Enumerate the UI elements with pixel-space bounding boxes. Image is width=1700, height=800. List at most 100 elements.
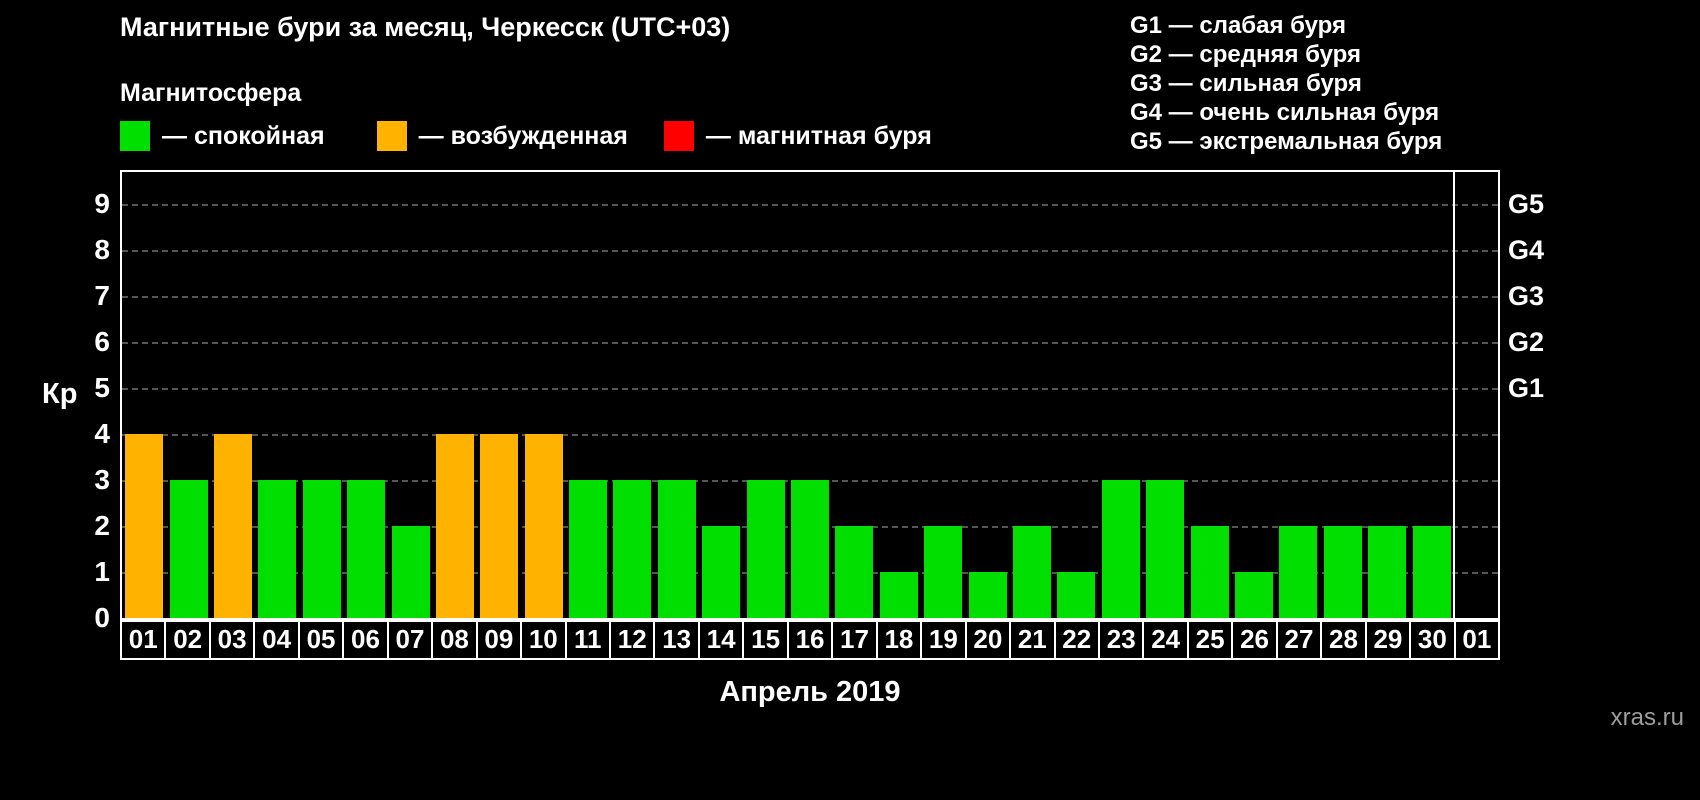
kp-bar-day-08 (435, 434, 474, 618)
g-legend-line: G2 — средняя буря (1130, 41, 1361, 68)
bar-slot-3 (211, 172, 255, 618)
kp-bar-day-26 (1234, 572, 1273, 618)
kp-bar-day-15 (746, 480, 785, 618)
y-tick-label-9: 9 (94, 188, 110, 219)
bar-slot-23 (1099, 172, 1143, 618)
x-day-label-14: 14 (697, 620, 745, 660)
x-axis-title: Апрель 2019 (719, 676, 901, 708)
kp-bar-day-22 (1057, 572, 1096, 618)
bar-slot-26 (1232, 172, 1276, 618)
g-tick-label-G1: G1 (1508, 373, 1545, 403)
kp-bar-day-28 (1323, 526, 1362, 618)
kp-bar-day-10 (524, 434, 563, 618)
y-tick-label-3: 3 (94, 464, 110, 495)
bar-slot-19 (921, 172, 965, 618)
g-legend-line: G1 — слабая буря (1130, 12, 1347, 39)
legend-label: — спокойная (162, 121, 325, 150)
kp-bar-day-25 (1190, 526, 1229, 618)
bar-slot-2 (166, 172, 210, 618)
bar-slot-30 (1409, 172, 1453, 618)
bar-slot-18 (877, 172, 921, 618)
y-tick-label-2: 2 (94, 510, 110, 541)
magnetosphere-legend-heading: Магнитосфера (120, 79, 302, 107)
kp-bar-day-01 (125, 434, 164, 618)
kp-bar-day-13 (657, 480, 696, 618)
x-day-label-17: 17 (831, 620, 878, 660)
x-day-label-12: 12 (608, 620, 656, 660)
bar-slot-4 (255, 172, 299, 618)
x-day-label-29: 29 (1364, 620, 1412, 660)
kp-bar-day-21 (1013, 526, 1051, 618)
bar-slot-9 (477, 172, 521, 618)
bar-slot-5 (300, 172, 344, 618)
chart-title: Магнитные бури за месяц, Черкесск (UTC+0… (120, 12, 731, 42)
gridline-kp-5 (122, 388, 1498, 390)
y-tick-label-6: 6 (94, 326, 110, 357)
bar-slot-21 (1010, 172, 1054, 618)
legend-item-quiet: — спокойная (120, 121, 325, 151)
legend-swatch-storm (663, 121, 694, 151)
kp-bar-day-29 (1368, 526, 1407, 618)
x-day-label-13: 13 (653, 620, 700, 660)
bar-slot-1 (122, 172, 166, 618)
bar-slot-8 (433, 172, 477, 618)
x-day-label-8: 08 (431, 620, 478, 660)
y-axis-title: Кр (42, 378, 78, 410)
x-day-label-28: 28 (1320, 620, 1367, 660)
y-tick-label-7: 7 (94, 280, 110, 311)
kp-bar-day-23 (1101, 480, 1140, 618)
bar-slot-31 (1454, 172, 1498, 618)
y-tick-label-1: 1 (94, 556, 110, 587)
g-scale-legend: G1 — слабая буря G2 — средняя буря G3 — си… (1130, 11, 1442, 156)
bar-slot-28 (1321, 172, 1365, 618)
kp-bar-day-05 (302, 480, 341, 618)
watermark: xras.ru (1610, 704, 1684, 731)
kp-bar-day-17 (835, 526, 874, 618)
kp-bar-day-24 (1146, 480, 1185, 618)
gridline-kp-6 (122, 342, 1498, 344)
x-day-label-22: 22 (1053, 620, 1100, 660)
g-tick-label-G2: G2 (1508, 327, 1545, 357)
y-axis: 0 1 2 3 4 5 6 7 8 9 (0, 170, 110, 633)
x-day-label-31: 01 (1453, 620, 1501, 660)
plot-area (120, 170, 1500, 620)
right-axis-g-scale: G1 G2 G3 G4 G5 (1508, 170, 1598, 620)
bar-slot-11 (566, 172, 610, 618)
kp-bar-day-27 (1279, 526, 1318, 618)
g-legend-line: G5 — экстремальная буря (1130, 128, 1443, 155)
bar-slot-22 (1054, 172, 1098, 618)
gridline-kp-9 (122, 204, 1498, 206)
x-day-label-9: 09 (475, 620, 523, 660)
y-tick-label-5: 5 (94, 372, 110, 403)
kp-bar-day-16 (791, 480, 830, 618)
g-tick-label-G4: G4 (1508, 235, 1545, 265)
bar-slot-7 (388, 172, 432, 618)
bar-slot-25 (1187, 172, 1231, 618)
x-day-label-10: 10 (520, 620, 567, 660)
kp-bar-day-04 (258, 480, 297, 618)
kp-bar-day-14 (702, 526, 741, 618)
x-day-label-5: 05 (297, 620, 345, 660)
gridline-kp-7 (122, 296, 1498, 298)
x-day-label-19: 19 (920, 620, 967, 660)
legend-item-excited: — возбужденная (376, 121, 628, 151)
legend-label: — магнитная буря (705, 121, 932, 150)
kp-bar-day-03 (213, 434, 252, 618)
x-day-label-11: 11 (564, 620, 611, 660)
magnetosphere-legend: — спокойная — возбужденная — магнитная бур… (120, 121, 932, 151)
kp-bar-day-07 (391, 526, 430, 618)
kp-bar-day-18 (879, 572, 918, 618)
bar-slot-12 (610, 172, 654, 618)
gridline-kp-4 (122, 434, 1498, 436)
legend-item-storm: — магнитная буря (663, 121, 932, 151)
legend-swatch-quiet (120, 121, 150, 151)
x-axis-day-row: 01 02 03 04 05 06 07 08 09 10 11 12 13 14 15 16 17 18 19 20… (120, 620, 1501, 660)
bar-slot-6 (344, 172, 388, 618)
x-day-label-15: 15 (742, 620, 789, 660)
g-legend-line: G3 — сильная буря (1130, 70, 1362, 97)
x-day-label-18: 18 (875, 620, 923, 660)
g-tick-label-G3: G3 (1508, 281, 1545, 311)
x-day-label-25: 25 (1186, 620, 1234, 660)
kp-bar-day-30 (1412, 526, 1451, 618)
legend-swatch-excited (376, 121, 407, 151)
